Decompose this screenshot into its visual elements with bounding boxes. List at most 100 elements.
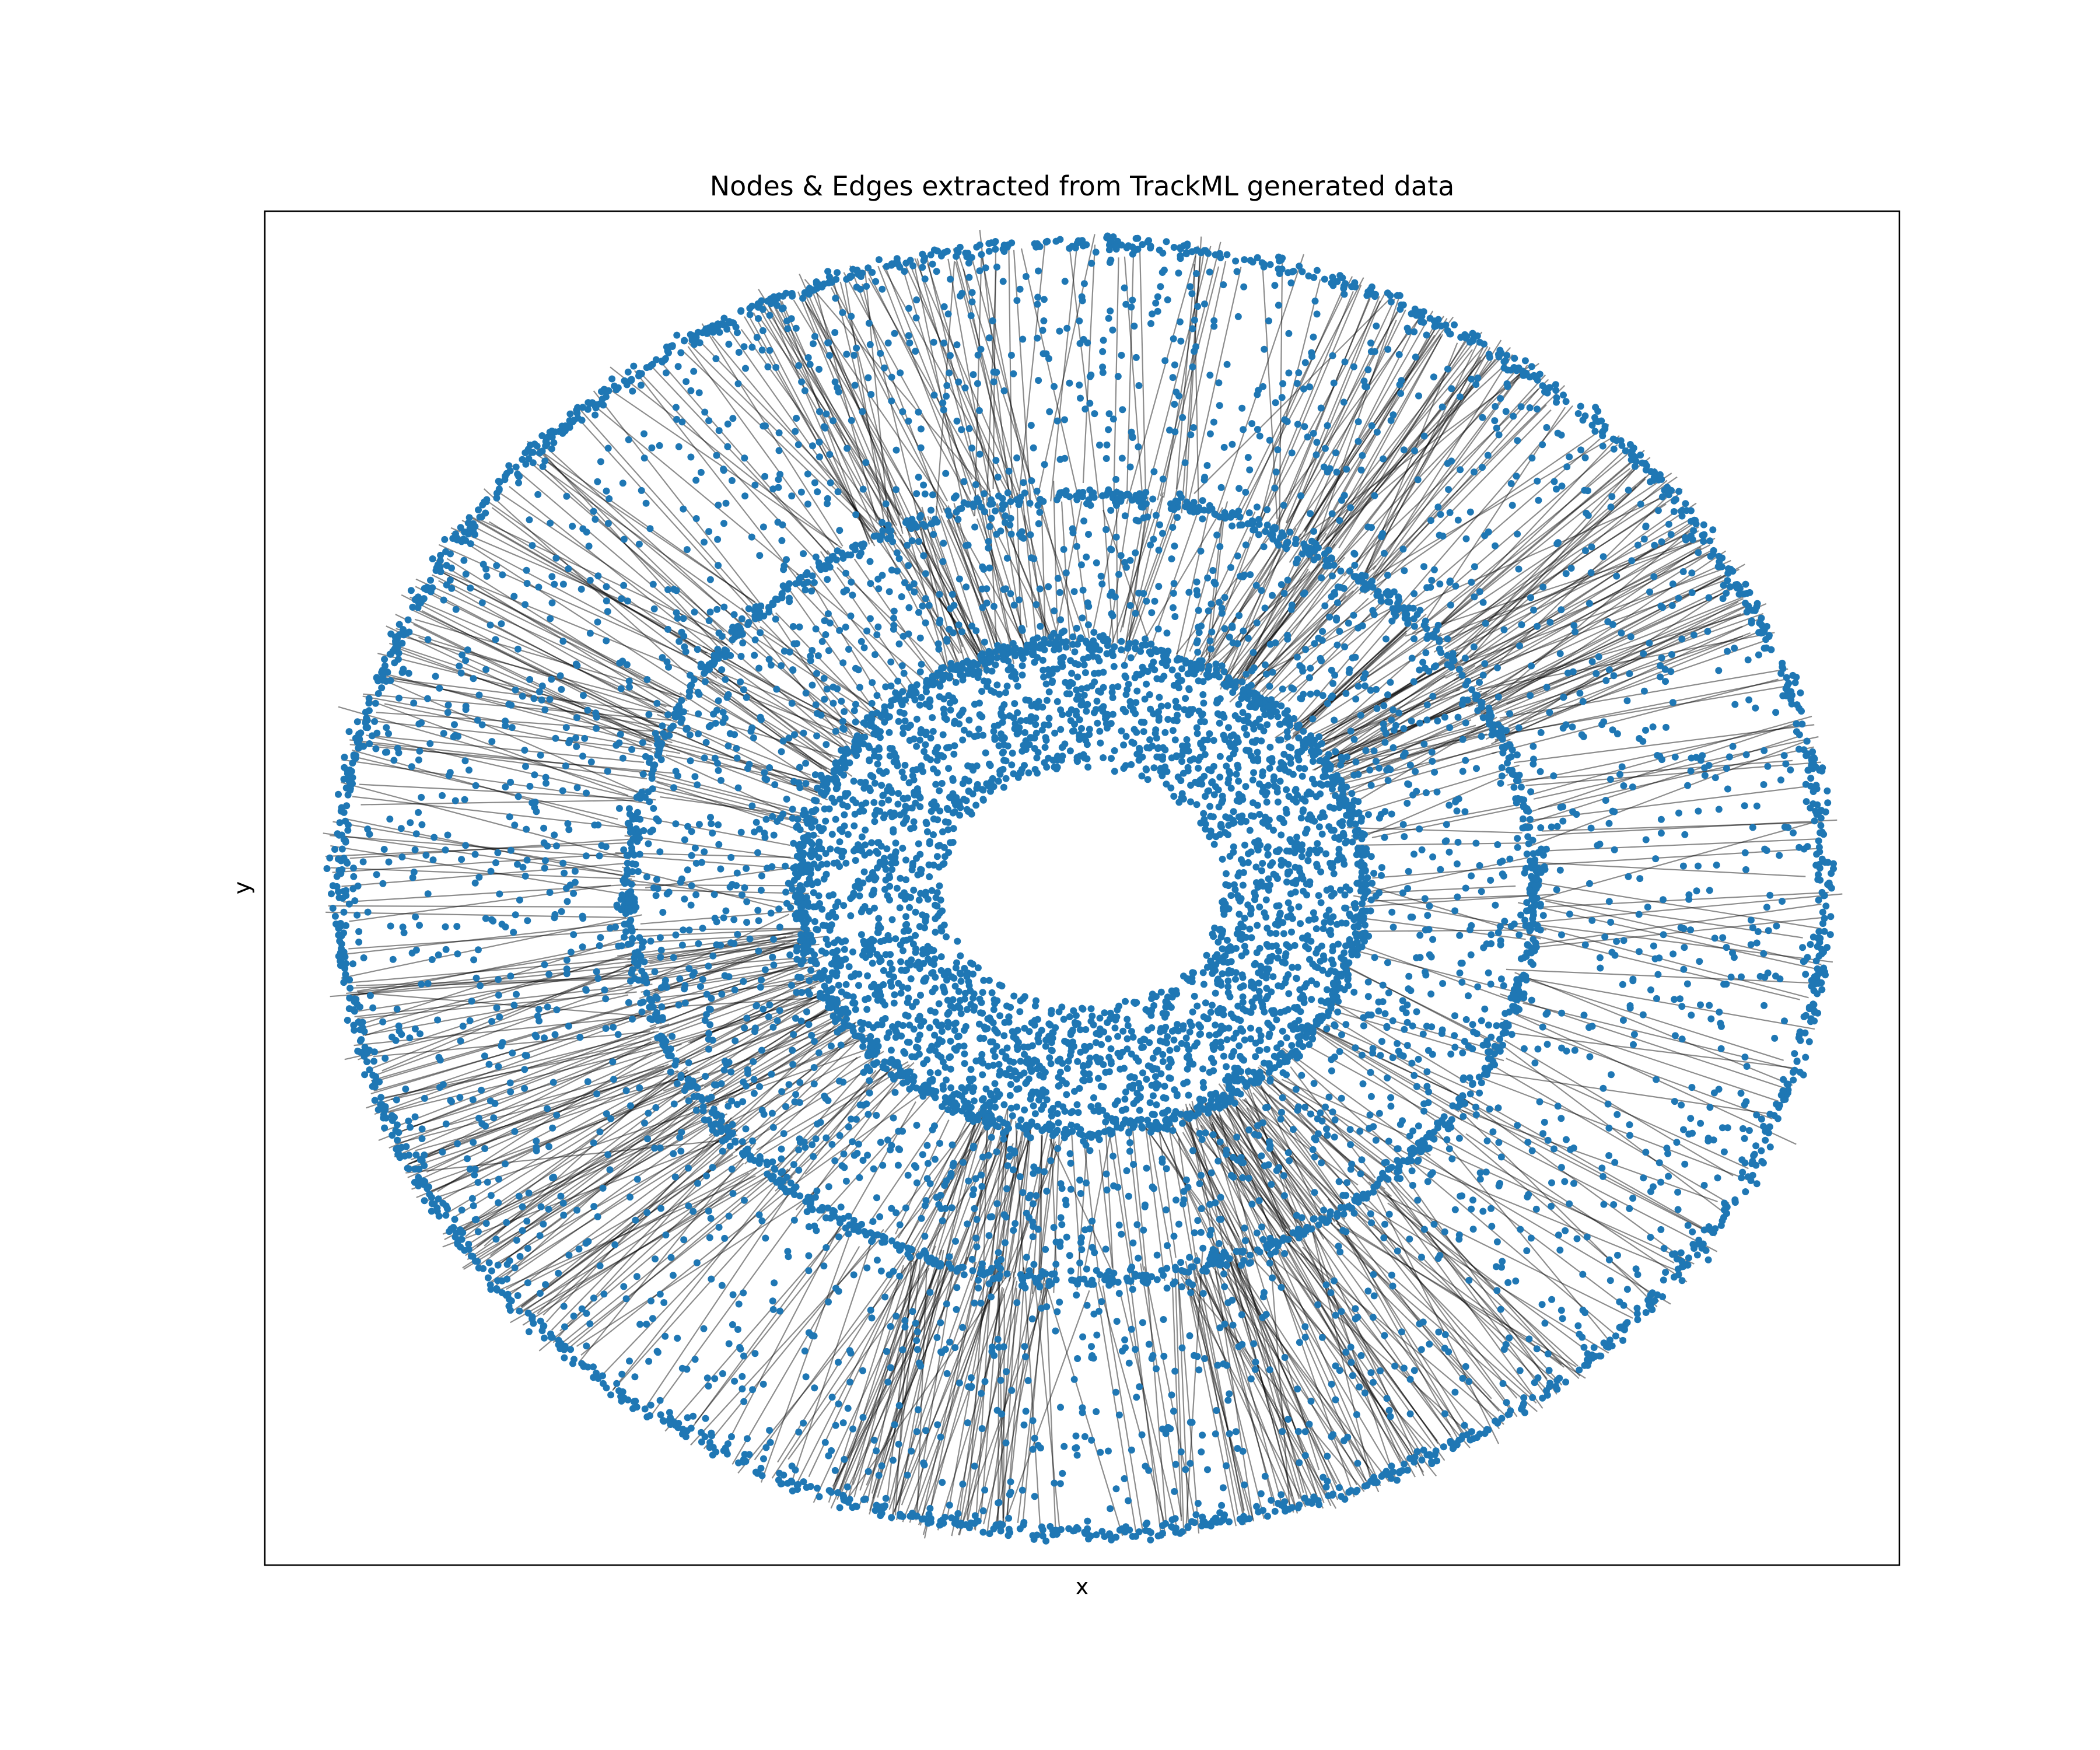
node-point-ring (340, 808, 348, 816)
node-point-ring (1670, 497, 1678, 505)
edge-line (905, 1118, 979, 1245)
edge-line (1205, 1104, 1250, 1255)
node-point-ring (1600, 1339, 1608, 1347)
node-point-ring (1325, 547, 1332, 554)
edge-line (1494, 603, 1752, 715)
node-point-ring (1170, 244, 1178, 251)
node-point-ring (632, 860, 639, 868)
node-point (656, 442, 663, 449)
edge-line (1307, 1021, 1478, 1120)
edge-line (679, 986, 811, 1062)
edge-line (528, 1164, 779, 1317)
node-point-ring (1461, 331, 1469, 338)
node-point (775, 429, 783, 436)
node-point (1357, 1352, 1365, 1359)
edge-line (758, 300, 902, 537)
edge-line (1234, 550, 1308, 685)
node-point-ring (1821, 968, 1828, 976)
node-point (503, 1219, 510, 1226)
node-point-ring (529, 459, 537, 467)
node-point-ring (1223, 251, 1231, 258)
node-point-ring (1679, 1263, 1687, 1270)
edge-line (1261, 284, 1362, 522)
node-point-ring (541, 1334, 548, 1342)
node-point-ring (1373, 1182, 1381, 1189)
edge-line (1334, 360, 1492, 568)
edge-line (1016, 493, 1022, 636)
node-point-ring (1634, 1316, 1642, 1324)
node-point-ring (1125, 1129, 1133, 1137)
node-point-ring (788, 881, 794, 888)
node-point-ring (1609, 435, 1617, 443)
edge-line (1022, 500, 1037, 642)
edge-line (1248, 565, 1340, 680)
node-point-ring (566, 410, 574, 418)
node-point-ring (997, 1527, 1005, 1535)
edge-line (416, 608, 666, 731)
node-point (516, 1252, 524, 1260)
edge-line (1251, 1072, 1351, 1213)
edge-line (1309, 297, 1400, 562)
node-point-ring (1026, 499, 1034, 507)
edge-line (1506, 968, 1820, 984)
node-point-ring (1346, 820, 1354, 828)
edge-line (1491, 678, 1779, 754)
edge-line (810, 286, 908, 528)
edge-line (986, 263, 998, 506)
node-point (872, 278, 880, 285)
node-point-ring (1199, 497, 1206, 505)
node-point-ring (1489, 730, 1497, 738)
edge-line (520, 1155, 747, 1314)
node-point-ring (1517, 783, 1525, 791)
edge-line (1415, 1153, 1671, 1305)
node-point-ring (1277, 534, 1284, 541)
node-point-ring (986, 1530, 993, 1538)
edge-line (1322, 340, 1467, 554)
edge-line (692, 691, 832, 771)
node-point (496, 1013, 503, 1021)
node-point-ring (1815, 861, 1823, 868)
node-point-ring (1314, 554, 1322, 561)
node-point-ring (1658, 493, 1666, 501)
edge-line (859, 1267, 938, 1491)
edge-line (588, 401, 813, 587)
edge-line (491, 507, 718, 679)
node-point (1606, 1277, 1614, 1284)
node-point (440, 730, 447, 737)
node-point-ring (538, 432, 546, 439)
edge-line (349, 744, 673, 774)
node-point-ring (1814, 990, 1821, 998)
node-point-ring (1139, 1124, 1146, 1132)
node-point-ring (1447, 1438, 1454, 1445)
edge-line (1286, 1240, 1438, 1441)
node-point-ring (1662, 1269, 1670, 1276)
edge-line (694, 1223, 853, 1424)
edge-line (986, 1266, 1024, 1536)
node-point-ring (608, 375, 616, 383)
edge-line (951, 1288, 1005, 1536)
edge-line (1234, 544, 1336, 685)
node-point-ring (1181, 1268, 1188, 1276)
node-point-ring (1539, 1394, 1546, 1402)
node-point-ring (1044, 237, 1051, 245)
edge-line (441, 1069, 688, 1217)
edge-line (864, 270, 890, 526)
edge-line (1225, 546, 1322, 690)
edge-line (639, 936, 786, 965)
node-point-ring (1809, 1005, 1816, 1012)
node-point (411, 846, 419, 853)
edge-line (376, 978, 642, 1076)
node-point-ring (1800, 1071, 1807, 1079)
edge-line (808, 1248, 916, 1478)
edge-line (836, 1245, 936, 1500)
edge-line (947, 258, 992, 497)
node-point (742, 365, 749, 372)
node-point (593, 1090, 601, 1098)
node-point-ring (1485, 1426, 1492, 1434)
node-point-ring (1105, 1268, 1112, 1275)
node-point-ring (675, 1420, 682, 1427)
edge-line (687, 346, 841, 556)
edge-line (890, 527, 980, 658)
node-point-ring (1106, 1531, 1114, 1539)
edge-line (1468, 595, 1718, 708)
